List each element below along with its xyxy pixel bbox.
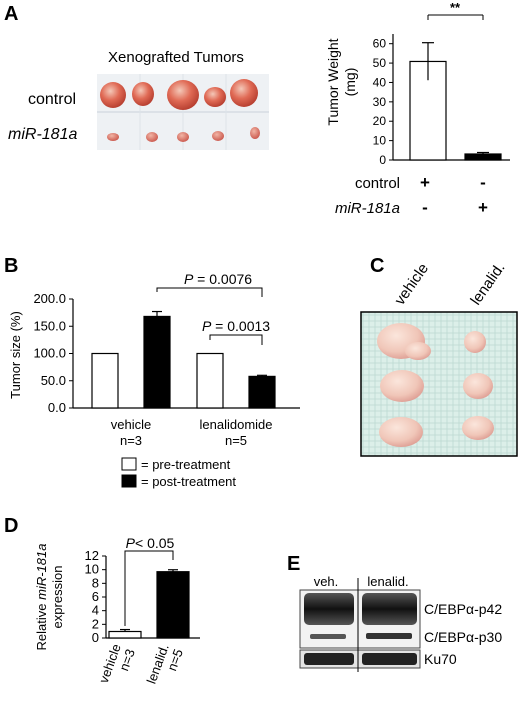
chart-b-y-tick-label: 50.0: [41, 373, 66, 388]
panel-letter-a: A: [4, 3, 18, 25]
lane-label-veh: veh.: [314, 574, 339, 589]
western-blot: [299, 578, 421, 672]
chart-a-sig-label: **: [450, 0, 461, 15]
chart-a-y-label: Tumor Weight(mg): [325, 38, 358, 125]
chart-b-y-tick-label: 150.0: [33, 318, 66, 333]
chart-a-sig-bracket: [427, 14, 484, 20]
chart-b-y-tick-label: 100.0: [33, 346, 66, 361]
legend-label-post: = post-treatment: [141, 474, 236, 489]
chart-a-y-tick-label: 20: [373, 114, 387, 128]
band-label-p42: C/EBPα-p42: [424, 601, 502, 617]
cond-control-minus: -: [480, 173, 486, 192]
cond-label-mir181a: miR-181a: [335, 200, 400, 217]
chart-a-y-tick-label: 10: [373, 134, 387, 148]
row-label-control: control: [28, 91, 76, 108]
photo-title: Xenografted Tumors: [108, 49, 244, 66]
chart-b-x-tick-label: n=3: [120, 433, 142, 448]
chart-d-sig-bracket: [124, 550, 174, 626]
panel-letter-c: C: [370, 255, 384, 277]
chart-d-x-tick-label: vehiclen=3: [96, 642, 138, 690]
chart-d-bar: [156, 571, 190, 639]
chart-b-bar: [248, 375, 276, 409]
panel-letter-d: D: [4, 515, 18, 537]
xenograft-photo: [97, 74, 269, 150]
chart-d-y-tick-label: 10: [85, 562, 99, 577]
chart-d-y-tick-label: 12: [85, 548, 99, 563]
chart-a-y-tick-label: 30: [373, 95, 387, 109]
chart-d-y-tick-label: 0: [92, 630, 99, 645]
panel-letter-b: B: [4, 255, 18, 277]
chart-a-y-tick-label: 40: [373, 75, 387, 89]
chart-a-y-tick-label: 0: [379, 153, 386, 167]
cond-mir-minus: -: [422, 198, 428, 217]
chart-b-x-tick-label: lenalidomide: [200, 417, 273, 432]
chart-a-tumor-weight: 0 10 20 30 40 50 60 Tumor Weight(mg): [325, 34, 510, 167]
col-label-vehicle: vehicle: [391, 260, 432, 308]
chart-b-sig-bracket: [156, 287, 263, 297]
chart-d-bar: [108, 630, 142, 639]
chart-b-bar: [196, 352, 224, 409]
chart-b-x-tick-label: n=5: [225, 433, 247, 448]
chart-b-sig-bracket: [209, 334, 263, 345]
chart-a-y-tick-label: 60: [373, 37, 387, 51]
cond-control-plus: +: [420, 173, 430, 192]
cond-label-control: control: [355, 175, 400, 192]
legend-label-pre: = pre-treatment: [141, 457, 231, 472]
chart-d-x-tick-label: lenalid.n=5: [144, 642, 186, 691]
chart-b-y-tick-label: 200.0: [33, 291, 66, 306]
row-label-mir181a: miR-181a: [8, 126, 77, 143]
col-label-lenalid: lenalid.: [467, 260, 508, 309]
chart-b-y-label: Tumor size (%): [8, 311, 23, 399]
legend-swatch-pre: [121, 457, 137, 471]
chart-b-bar: [143, 315, 171, 409]
chart-b-x-tick-label: vehicle: [111, 417, 151, 432]
chart-d-p-label: P< 0.05: [126, 535, 175, 551]
chart-b-bar: [91, 352, 119, 409]
chart-b-p-label: P = 0.0013: [202, 318, 270, 334]
legend-swatch-post: [121, 474, 137, 488]
panel-letter-e: E: [287, 553, 300, 575]
lane-label-lenalid: lenalid.: [367, 574, 408, 589]
chart-a-y-tick-label: 50: [373, 56, 387, 70]
chart-d-y-tick-label: 2: [92, 616, 99, 631]
band-label-p30: C/EBPα-p30: [424, 629, 502, 645]
chart-d-y-tick-label: 8: [92, 575, 99, 590]
chart-b-p-label: P = 0.0076: [184, 271, 252, 287]
tumor-photo: [360, 311, 518, 457]
cond-mir-plus: +: [478, 198, 488, 217]
chart-d-y-tick-label: 6: [92, 589, 99, 604]
chart-d-y-tick-label: 4: [92, 603, 99, 618]
band-label-ku70: Ku70: [424, 651, 457, 667]
chart-b-tumor-size: 0.0 50.0 100.0 150.0 200.0 vehiclen=3 lenalido…: [8, 271, 300, 448]
chart-d-y-label: Relative miR-181aexpression: [34, 544, 65, 651]
chart-b-y-tick-label: 0.0: [48, 400, 66, 415]
